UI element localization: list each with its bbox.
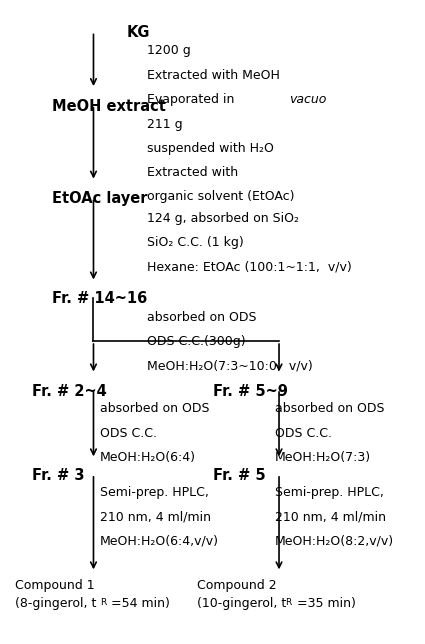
Text: Extracted with: Extracted with (147, 166, 238, 179)
Text: absorbed on ODS: absorbed on ODS (147, 310, 257, 323)
Text: =54 min): =54 min) (107, 596, 170, 609)
Text: ODS C.C.: ODS C.C. (100, 427, 157, 440)
Text: absorbed on ODS: absorbed on ODS (100, 402, 209, 415)
Text: MeOH:H₂O(7:3): MeOH:H₂O(7:3) (275, 451, 371, 464)
Text: 1200 g: 1200 g (147, 44, 191, 57)
Text: 210 nm, 4 ml/min: 210 nm, 4 ml/min (275, 510, 386, 524)
Text: MeOH:H₂O(6:4,v/v): MeOH:H₂O(6:4,v/v) (100, 535, 219, 547)
Text: vacuo: vacuo (289, 93, 327, 106)
Text: MeOH:H₂O(8:2,v/v): MeOH:H₂O(8:2,v/v) (275, 535, 394, 547)
Text: R: R (285, 598, 292, 607)
Text: Extracted with MeOH: Extracted with MeOH (147, 68, 280, 82)
Text: Fr. # 3: Fr. # 3 (31, 468, 84, 482)
Text: MeOH extract: MeOH extract (52, 99, 166, 113)
Text: 124 g, absorbed on SiO₂: 124 g, absorbed on SiO₂ (147, 211, 299, 225)
Text: =35 min): =35 min) (293, 596, 355, 609)
Text: Semi-prep. HPLC,: Semi-prep. HPLC, (275, 486, 384, 499)
Text: Fr. # 14~16: Fr. # 14~16 (52, 291, 147, 307)
Text: ODS C.C.(300g): ODS C.C.(300g) (147, 335, 246, 348)
Text: Compound 1: Compound 1 (15, 580, 95, 592)
Text: Compound 2: Compound 2 (196, 580, 276, 592)
Text: EtOAc layer: EtOAc layer (52, 191, 148, 206)
Text: Fr. # 2~4: Fr. # 2~4 (31, 384, 106, 399)
Text: KG: KG (127, 25, 150, 40)
Text: 210 nm, 4 ml/min: 210 nm, 4 ml/min (100, 510, 211, 524)
Text: Semi-prep. HPLC,: Semi-prep. HPLC, (100, 486, 209, 499)
Text: Hexane: EtOAc (100:1~1:1,  v/v): Hexane: EtOAc (100:1~1:1, v/v) (147, 260, 352, 273)
Text: 211 g: 211 g (147, 118, 183, 131)
Text: organic solvent (EtOAc): organic solvent (EtOAc) (147, 191, 295, 204)
Text: suspended with H₂O: suspended with H₂O (147, 142, 274, 155)
Text: Evaporated in: Evaporated in (147, 93, 238, 106)
Text: (8-gingerol, t: (8-gingerol, t (15, 596, 96, 609)
Text: absorbed on ODS: absorbed on ODS (275, 402, 384, 415)
Text: MeOH:H₂O(7:3~10:0,  v/v): MeOH:H₂O(7:3~10:0, v/v) (147, 359, 313, 372)
Text: R: R (100, 598, 106, 607)
Text: Fr. # 5: Fr. # 5 (213, 468, 266, 482)
Text: ODS C.C.: ODS C.C. (275, 427, 332, 440)
Text: Fr. # 5~9: Fr. # 5~9 (213, 384, 288, 399)
Text: MeOH:H₂O(6:4): MeOH:H₂O(6:4) (100, 451, 196, 464)
Text: (10-gingerol, t: (10-gingerol, t (196, 596, 286, 609)
Text: SiO₂ C.C. (1 kg): SiO₂ C.C. (1 kg) (147, 236, 244, 249)
